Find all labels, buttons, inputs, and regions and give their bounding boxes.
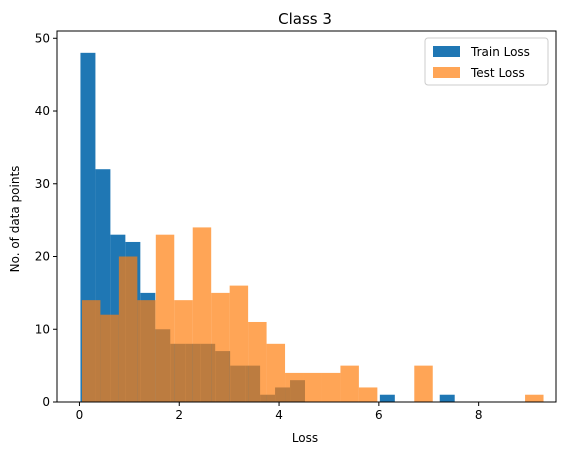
test-loss-bar-6 — [193, 227, 211, 402]
test-loss-bar-15 — [359, 387, 377, 402]
test-loss-bar-7 — [211, 293, 229, 402]
legend-swatch-0 — [433, 46, 460, 57]
train-loss-bar-16 — [440, 395, 455, 402]
legend-label-0: Train Loss — [470, 45, 530, 59]
test-loss-bar-2 — [119, 257, 137, 402]
x-tick-label-1: 2 — [175, 408, 183, 422]
x-tick-label-4: 8 — [475, 408, 483, 422]
train-loss-bar-15 — [380, 395, 395, 402]
y-tick-label-2: 20 — [35, 250, 50, 264]
test-loss-bar-14 — [340, 366, 358, 402]
y-tick-label-1: 10 — [35, 322, 50, 336]
legend-label-1: Test Loss — [470, 66, 525, 80]
x-axis-label: Loss — [292, 431, 318, 445]
legend-swatch-1 — [433, 67, 460, 78]
y-axis-label: No. of data points — [8, 166, 22, 273]
test-loss-bar-10 — [267, 344, 285, 402]
test-loss-bar-0 — [82, 300, 100, 402]
test-loss-bar-8 — [230, 286, 248, 402]
test-loss-bar-1 — [100, 315, 118, 402]
x-tick-label-3: 6 — [375, 408, 383, 422]
chart-title: Class 3 — [278, 10, 332, 28]
x-tick-label-2: 4 — [275, 408, 283, 422]
test-loss-bar-5 — [174, 300, 192, 402]
test-loss-bar-16 — [414, 366, 432, 402]
test-loss-bar-11 — [285, 373, 303, 402]
test-loss-bar-17 — [525, 395, 543, 402]
y-tick-label-0: 0 — [42, 395, 50, 409]
test-loss-bar-4 — [156, 235, 174, 402]
test-loss-bar-13 — [322, 373, 340, 402]
legend: Train Loss Test Loss — [425, 38, 548, 85]
x-tick-label-0: 0 — [76, 408, 84, 422]
test-loss-bar-12 — [304, 373, 322, 402]
y-tick-label-4: 40 — [35, 104, 50, 118]
test-loss-bar-9 — [248, 322, 266, 402]
y-tick-label-3: 30 — [35, 177, 50, 191]
test-loss-bar-3 — [137, 300, 155, 402]
y-tick-label-5: 50 — [35, 31, 50, 45]
